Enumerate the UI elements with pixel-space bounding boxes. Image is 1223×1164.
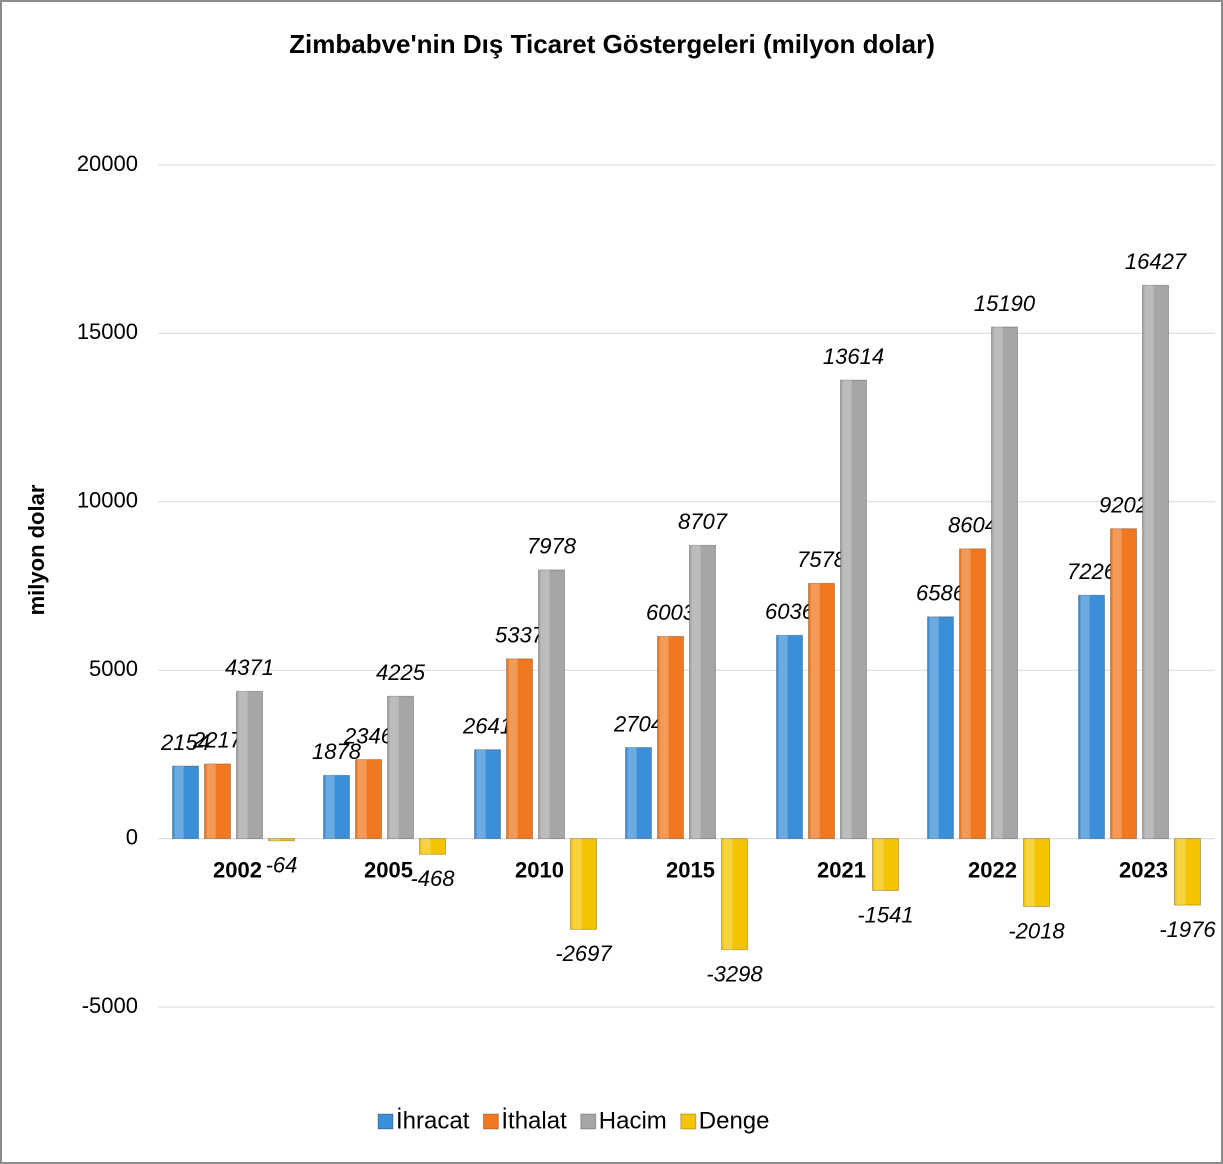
x-tick-label: 2021 — [817, 857, 866, 882]
value-label: -2018 — [1008, 918, 1065, 943]
bar — [721, 838, 748, 951]
bar — [959, 548, 986, 840]
value-label: 1878 — [312, 739, 362, 764]
value-label: 2217 — [192, 728, 243, 753]
bar — [1023, 838, 1050, 908]
value-label: 2641 — [462, 713, 512, 738]
bar — [204, 763, 231, 840]
bar — [387, 695, 414, 840]
value-label: 6036 — [765, 599, 815, 624]
legend-label: İthalat — [501, 1107, 567, 1134]
bar — [570, 838, 597, 930]
value-label: 6003 — [646, 600, 696, 625]
x-tick-label: 2023 — [1119, 857, 1168, 882]
bar — [355, 759, 382, 840]
value-label: 2346 — [343, 723, 394, 748]
x-tick-label: 2002 — [213, 857, 262, 882]
value-label: 16427 — [1125, 249, 1187, 274]
x-tick-label: 2015 — [666, 857, 715, 882]
y-tick-label: 15000 — [77, 319, 138, 344]
value-label: 7578 — [797, 547, 847, 572]
value-label: -2697 — [555, 941, 612, 966]
value-label: -468 — [410, 866, 455, 891]
bar — [172, 765, 199, 840]
bar — [268, 838, 295, 842]
bar — [776, 634, 803, 840]
bar — [625, 747, 652, 840]
bar — [419, 838, 446, 855]
bar — [506, 658, 533, 840]
value-label: 4371 — [225, 655, 274, 680]
bar — [840, 379, 867, 840]
legend-swatch — [377, 1113, 394, 1130]
y-tick-label: 0 — [126, 824, 138, 849]
bar — [323, 774, 350, 840]
bar — [538, 569, 565, 840]
legend-swatch — [680, 1113, 697, 1130]
legend-swatch — [482, 1113, 499, 1130]
bar — [808, 582, 835, 840]
value-label: 8604 — [948, 513, 997, 538]
legend-swatch — [580, 1113, 597, 1130]
chart-title: Zimbabve'nin Dış Ticaret Göstergeleri (m… — [289, 29, 935, 59]
x-tick-label: 2010 — [515, 857, 564, 882]
value-label: -1976 — [1159, 917, 1216, 942]
y-tick-label: 5000 — [89, 656, 138, 681]
x-tick-label: 2022 — [968, 857, 1017, 882]
value-label: -64 — [266, 853, 298, 878]
x-tick-label: 2005 — [364, 857, 413, 882]
bar — [927, 616, 954, 840]
value-label: 2154 — [160, 730, 210, 755]
legend-label: Hacim — [599, 1107, 667, 1134]
value-label: 7226 — [1067, 559, 1117, 584]
legend-label: İhracat — [396, 1107, 470, 1134]
value-label: 5337 — [495, 623, 545, 648]
bar — [1174, 838, 1201, 906]
legend-label: Denge — [699, 1107, 770, 1134]
y-axis-label: milyon dolar — [24, 484, 49, 615]
bar — [872, 838, 899, 892]
value-label: 9202 — [1099, 492, 1148, 517]
value-label: -1541 — [857, 902, 913, 927]
bar — [657, 635, 684, 840]
bar — [1142, 284, 1169, 840]
bar — [236, 690, 263, 840]
value-label: 4225 — [376, 660, 426, 685]
bar — [1078, 594, 1105, 840]
value-label: -3298 — [706, 961, 763, 986]
y-tick-label: 10000 — [77, 488, 138, 513]
bar — [1110, 528, 1137, 840]
value-label: 6586 — [916, 581, 966, 606]
bar — [689, 544, 716, 840]
value-label: 15190 — [974, 291, 1036, 316]
value-label: 13614 — [823, 344, 884, 369]
y-tick-label: 20000 — [77, 151, 138, 176]
value-label: 8707 — [678, 509, 728, 534]
bar — [474, 749, 501, 840]
value-label: 7978 — [527, 534, 577, 559]
value-label: 2704 — [613, 711, 663, 736]
y-tick-label: -5000 — [82, 993, 138, 1018]
bar — [991, 326, 1018, 840]
